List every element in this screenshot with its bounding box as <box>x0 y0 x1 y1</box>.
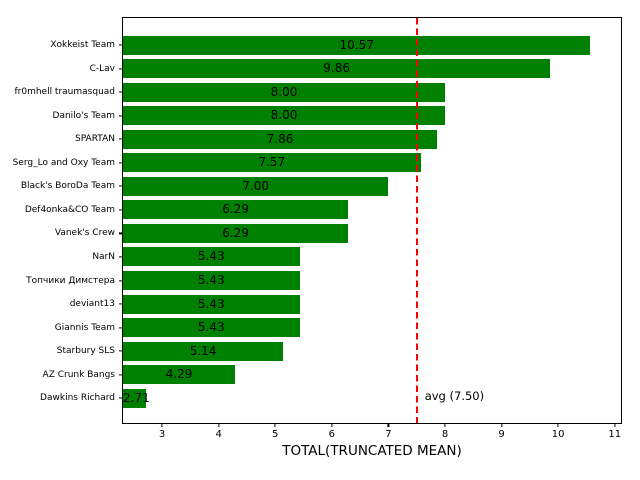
y-tick-label: SPARTAN <box>74 134 115 145</box>
bar-value-label: 6.29 <box>222 202 249 217</box>
bar: 5.43 <box>123 271 300 290</box>
y-tick-label: Xokkeist Team <box>50 40 115 50</box>
y-tick-label: Топчики Димстера <box>26 275 115 286</box>
bar-value-label: 5.43 <box>197 296 225 311</box>
y-tick-label: Danilo's Team <box>52 110 115 121</box>
y-tick-mark <box>119 374 123 376</box>
y-tick-label: Vanek's Crew <box>54 228 115 239</box>
bar: 2.71 <box>123 388 150 408</box>
y-tick-mark <box>119 67 123 70</box>
x-tick-label: 11 <box>608 429 622 440</box>
bar-value-label: 5.43 <box>197 249 225 264</box>
y-tick-label: Starbury SLS <box>56 346 115 357</box>
y-tick-mark <box>119 91 123 93</box>
y-tick-label: Def4onka&CO Team <box>24 204 115 215</box>
bar-value-label: 5.14 <box>189 343 217 358</box>
x-tick-mark <box>500 423 503 427</box>
bar: 5.43 <box>123 247 300 267</box>
y-tick-label: deviant13 <box>69 299 115 310</box>
bar-value-label: 5.43 <box>197 320 225 335</box>
x-tick-mark <box>274 423 276 427</box>
bar: 7.00 <box>123 176 389 196</box>
y-tick-label: Black's BoroDa Team <box>20 181 115 192</box>
y-tick-mark <box>119 209 123 211</box>
y-tick-label: AZ Crunk Bangs <box>42 369 115 380</box>
x-tick-mark <box>557 423 559 427</box>
y-tick-mark <box>119 279 123 282</box>
y-tick-mark <box>119 397 123 399</box>
x-tick-label: 4 <box>215 429 222 440</box>
y-tick-mark <box>119 232 123 234</box>
bar: 7.57 <box>123 153 421 173</box>
bar: 6.29 <box>123 223 349 243</box>
x-tick-label: 5 <box>272 429 279 440</box>
plot-area: avg (7.50) 10.57 Xokkeist Team 9.86 C-Lav 8.… <box>13 17 622 440</box>
y-tick-label: NarN <box>92 251 115 262</box>
avg-threshold-line <box>415 18 418 423</box>
bar: 7.86 <box>123 129 438 149</box>
bar-value-label: 7.00 <box>242 178 270 193</box>
x-tick-label: 6 <box>328 429 335 440</box>
x-tick-label: 9 <box>498 429 505 440</box>
bar-value-label: 7.86 <box>266 131 294 146</box>
x-tick-mark <box>387 423 389 427</box>
y-tick-mark <box>119 303 123 305</box>
bar-value-label: 10.57 <box>339 37 374 52</box>
bar-value-label: 9.86 <box>323 61 350 76</box>
x-tick-mark <box>614 423 616 427</box>
x-tick-mark <box>161 423 163 427</box>
bar: 10.57 <box>123 35 591 55</box>
bar: 6.29 <box>123 200 349 220</box>
bar-value-label: 8.00 <box>270 108 298 123</box>
bar: 5.43 <box>123 318 300 338</box>
x-tick-mark <box>331 423 333 427</box>
x-tick-mark <box>444 423 446 427</box>
x-tick-label: 3 <box>158 429 166 440</box>
bar-value-label: 6.29 <box>222 225 249 240</box>
x-tick-mark <box>218 423 220 427</box>
bar: 8.00 <box>123 82 445 102</box>
y-tick-mark <box>119 44 123 46</box>
y-tick-label: C-Lav <box>89 63 115 74</box>
bar: 5.43 <box>123 294 300 314</box>
avg-line-label: avg (7.50) <box>424 389 485 403</box>
bar: 4.29 <box>123 365 236 385</box>
bar-value-label: 8.00 <box>270 84 298 99</box>
bar-value-label: 2.71 <box>123 390 150 405</box>
x-tick-label: 10 <box>551 429 565 440</box>
y-tick-label: Serg_Lo and Oxy Team <box>12 157 115 168</box>
y-tick-mark <box>119 162 123 164</box>
bar-value-label: 5.43 <box>197 273 225 287</box>
y-tick-label: Giannis Team <box>54 322 115 333</box>
x-axis-title: TOTAL(TRUNCATED MEAN) <box>282 443 462 459</box>
bar: 5.14 <box>123 341 284 361</box>
y-tick-mark <box>119 115 123 117</box>
y-tick-label: Dawkins Richard <box>40 393 115 404</box>
y-tick-label: fr0mhell traumasquad <box>14 87 115 98</box>
y-tick-mark <box>119 138 123 140</box>
x-tick-label: 8 <box>441 429 449 440</box>
bar: 9.86 <box>123 59 551 79</box>
y-tick-mark <box>119 327 123 329</box>
y-tick-mark <box>119 350 123 352</box>
bar-value-label: 7.57 <box>258 155 286 170</box>
bar-value-label: 4.29 <box>165 367 193 382</box>
y-tick-mark <box>119 256 123 258</box>
y-tick-mark <box>119 185 123 187</box>
x-tick-label: 7 <box>385 429 392 440</box>
bar: 8.00 <box>123 106 445 126</box>
